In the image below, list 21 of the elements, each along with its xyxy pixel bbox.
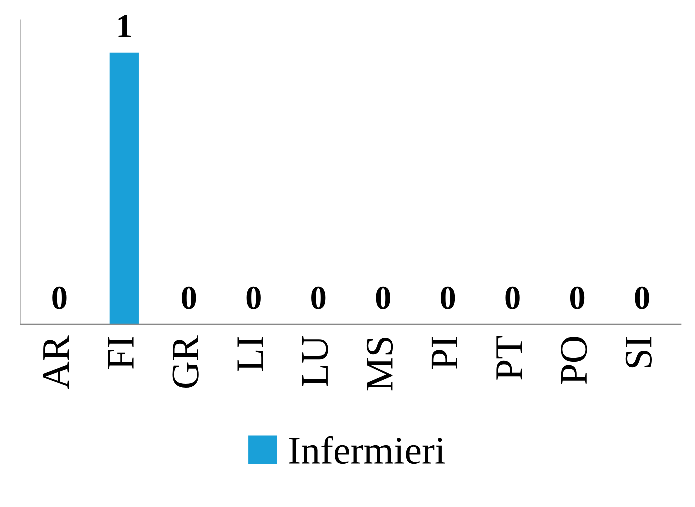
x-tick-label: AR — [43, 336, 70, 390]
data-label: 1 — [118, 15, 132, 38]
x-tick-label: FI — [108, 336, 134, 370]
x-tick-label: LI — [238, 336, 264, 372]
data-label: 0 — [635, 286, 650, 310]
data-label: 0 — [312, 286, 326, 310]
x-tick-label: GR — [172, 336, 199, 388]
data-label: 0 — [376, 286, 390, 310]
data-label: 0 — [246, 286, 261, 310]
data-label: 0 — [182, 286, 196, 310]
data-label: 0 — [570, 286, 585, 310]
x-tick-label: PI — [432, 336, 458, 370]
x-tick-label: MS — [366, 338, 394, 391]
data-label: 0 — [441, 286, 456, 310]
x-tick-label: PT — [496, 336, 522, 380]
data-label: 0 — [506, 286, 520, 310]
x-tick-label: PO — [561, 337, 588, 384]
legend-label: Infermieri — [290, 436, 446, 464]
x-tick-label: SI — [626, 336, 652, 368]
x-tick-label: LU — [302, 336, 328, 386]
data-label: 0 — [52, 286, 67, 310]
